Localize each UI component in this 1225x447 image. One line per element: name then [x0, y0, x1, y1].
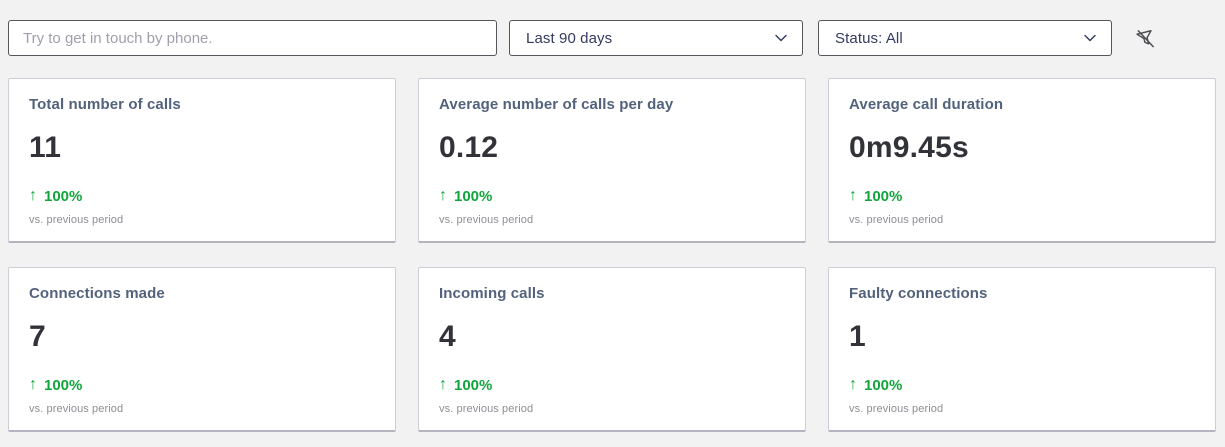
compare-label: vs. previous period	[439, 214, 534, 226]
status-filter-dropdown[interactable]: Status: All	[818, 20, 1112, 56]
arrow-up-icon: ↑	[439, 187, 447, 204]
stat-card-avg-call-duration: Average call duration 0m9.45s ↑ 100% vs.…	[828, 78, 1216, 243]
delta-value: 100%	[864, 187, 903, 205]
filter-slash-icon	[1135, 29, 1154, 47]
card-delta: ↑ 100%	[29, 376, 375, 394]
card-delta: ↑ 100%	[849, 187, 1195, 205]
card-value: 0.12	[439, 131, 499, 164]
stat-card-avg-calls-per-day: Average number of calls per day 0.12 ↑ 1…	[418, 78, 806, 243]
card-delta: ↑ 100%	[849, 376, 1195, 394]
card-title: Average number of calls per day	[439, 96, 674, 113]
stat-card-faulty-connections: Faulty connections 1 ↑ 100% vs. previous…	[828, 267, 1216, 432]
stat-card-connections-made: Connections made 7 ↑ 100% vs. previous p…	[8, 267, 396, 432]
delta-value: 100%	[864, 376, 903, 394]
card-value: 1	[849, 320, 866, 353]
card-delta: ↑ 100%	[29, 187, 375, 205]
arrow-up-icon: ↑	[29, 376, 37, 393]
arrow-up-icon: ↑	[849, 187, 857, 204]
arrow-up-icon: ↑	[439, 376, 447, 393]
delta-value: 100%	[44, 187, 83, 205]
search-input[interactable]	[8, 20, 497, 56]
compare-label: vs. previous period	[29, 403, 124, 415]
card-value: 11	[29, 131, 62, 164]
compare-label: vs. previous period	[849, 403, 944, 415]
card-title: Incoming calls	[439, 285, 545, 302]
card-value: 4	[439, 320, 456, 353]
date-range-value: Last 90 days	[526, 29, 613, 47]
delta-value: 100%	[44, 376, 83, 394]
arrow-up-icon: ↑	[849, 376, 857, 393]
card-value: 7	[29, 320, 46, 353]
card-title: Total number of calls	[29, 96, 181, 113]
compare-label: vs. previous period	[29, 214, 124, 226]
stat-card-total-calls: Total number of calls 11 ↑ 100% vs. prev…	[8, 78, 396, 243]
card-delta: ↑ 100%	[439, 187, 785, 205]
chevron-down-icon	[1084, 34, 1096, 42]
compare-label: vs. previous period	[849, 214, 944, 226]
card-value: 0m9.45s	[849, 131, 969, 164]
arrow-up-icon: ↑	[29, 187, 37, 204]
card-delta: ↑ 100%	[439, 376, 785, 394]
card-title: Average call duration	[849, 96, 1004, 113]
status-filter-value: Status: All	[835, 29, 903, 47]
filters-toolbar: Last 90 days Status: All	[0, 0, 1225, 56]
stats-cards-grid: Total number of calls 11 ↑ 100% vs. prev…	[0, 78, 1225, 432]
clear-filters-button[interactable]	[1131, 24, 1159, 52]
card-title: Connections made	[29, 285, 165, 302]
date-range-dropdown[interactable]: Last 90 days	[509, 20, 803, 56]
stat-card-incoming-calls: Incoming calls 4 ↑ 100% vs. previous per…	[418, 267, 806, 432]
card-title: Faulty connections	[849, 285, 988, 302]
compare-label: vs. previous period	[439, 403, 534, 415]
delta-value: 100%	[454, 376, 493, 394]
chevron-down-icon	[775, 34, 787, 42]
delta-value: 100%	[454, 187, 493, 205]
